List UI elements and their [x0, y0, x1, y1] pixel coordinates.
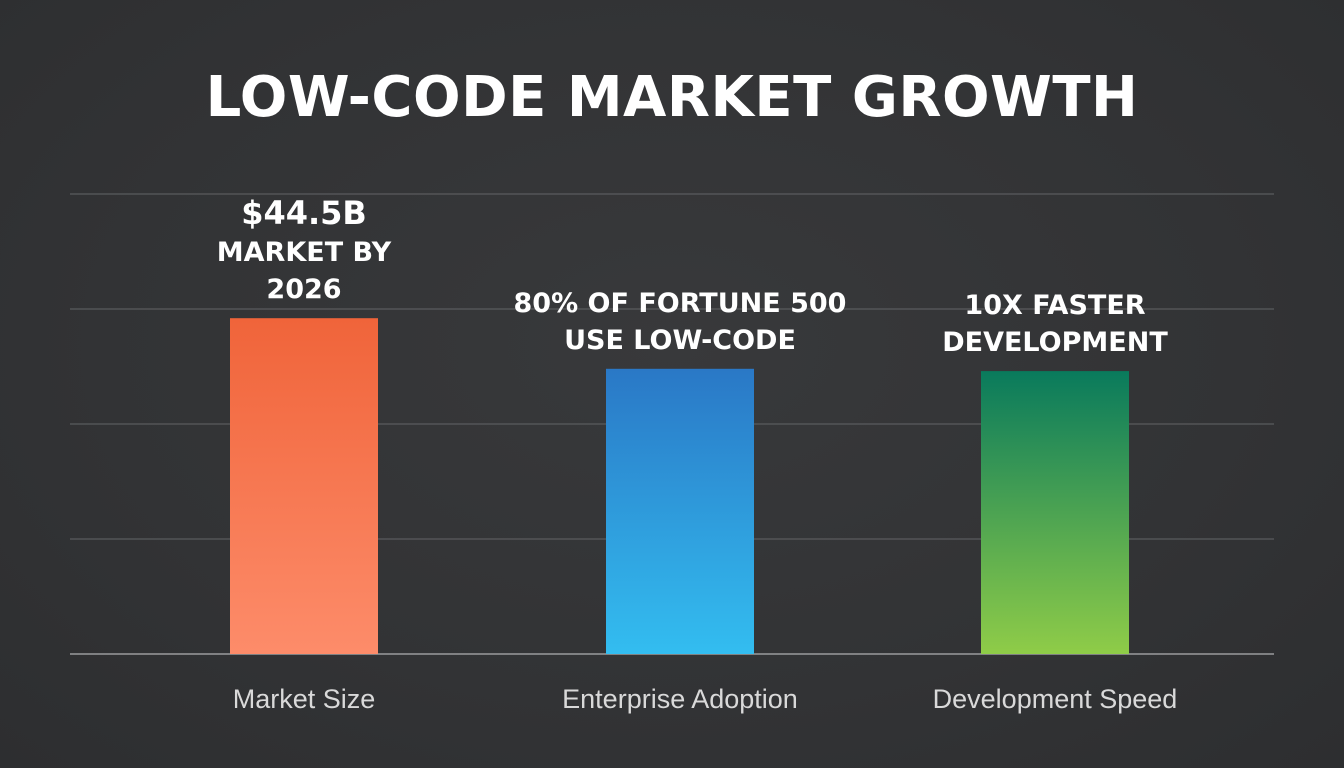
bars: [230, 318, 1129, 654]
bar-enterprise-adoption: [606, 368, 754, 654]
category-label: Development Speed: [933, 684, 1178, 714]
data-labels: $44.5B MARKET BY 2026 80% OF FORTUNE 500 USE…: [217, 194, 1169, 358]
data-label: 2026: [266, 274, 341, 305]
data-label: USE LOW-CODE: [564, 325, 796, 356]
category-label: Market Size: [233, 684, 376, 714]
category-label: Enterprise Adoption: [562, 684, 798, 714]
bar-market-size: [230, 318, 378, 654]
data-label: MARKET BY: [217, 237, 392, 268]
bar-development-speed: [981, 371, 1129, 654]
category-labels: Market Size Enterprise Adoption Developmen…: [233, 684, 1178, 714]
data-label: 80% OF FORTUNE 500: [514, 288, 847, 319]
chart-title: LOW-CODE MARKET GROWTH: [206, 65, 1139, 130]
data-label: DEVELOPMENT: [942, 327, 1168, 358]
data-label: $44.5B: [241, 194, 367, 232]
data-label: 10X FASTER: [964, 290, 1145, 321]
